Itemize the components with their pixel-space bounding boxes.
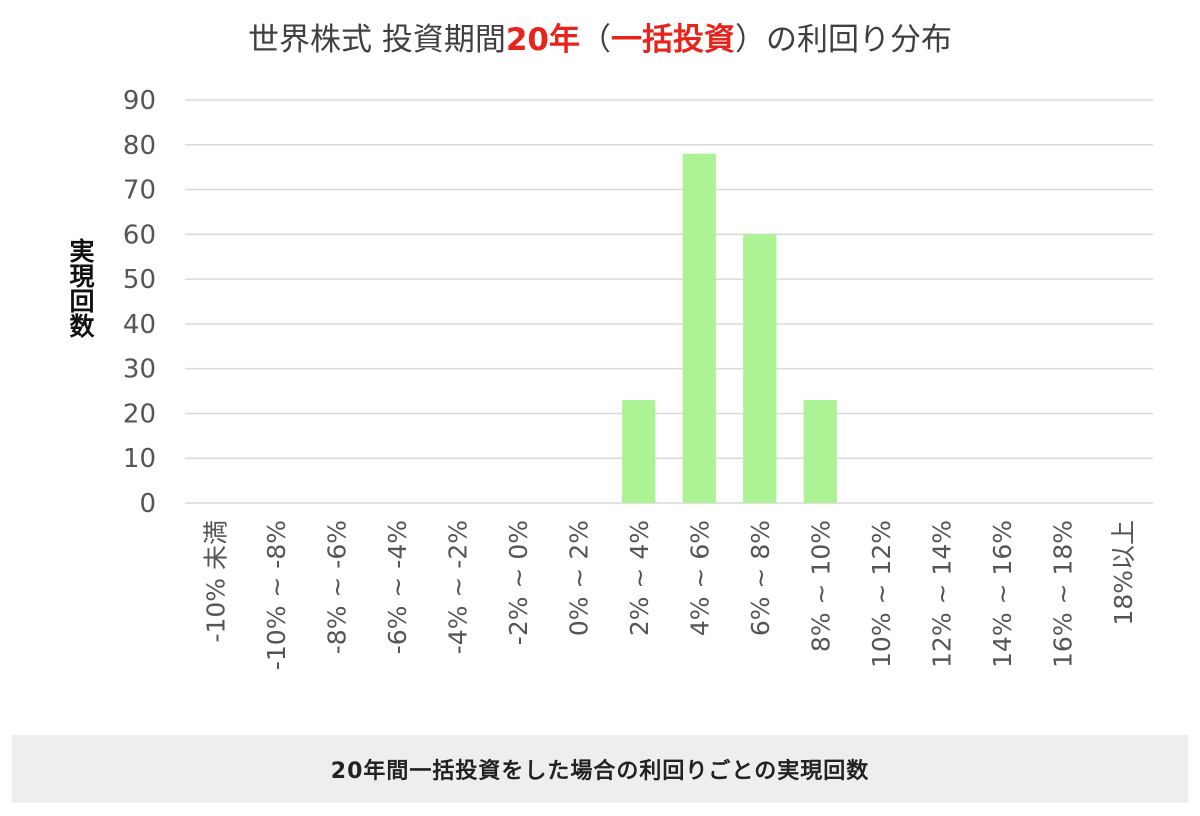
gridlines [185,99,1153,504]
y-tick-label: 90 [123,86,156,116]
y-tick-label: 70 [123,176,156,206]
chart-title-part: （ [580,22,611,58]
chart-title-part: 20年 [505,22,580,58]
x-tick-label: -8% ~ -6% [322,520,351,654]
x-tick-labels: -10% 未満 -10% ~ -8% -8% ~ -6% -6% ~ -4% -4% ~… [201,520,1138,670]
x-tick-label: -10% ~ -8% [262,520,291,670]
chart-title-part: 一括投資 [611,22,735,58]
y-tick-label: 10 [123,444,156,474]
bar [743,234,777,504]
x-tick-label: 18%以上 [1109,520,1138,626]
x-tick-label: 12% ~ 14% [927,520,956,668]
y-tick-label: 40 [123,310,156,340]
x-tick-label: 6% ~ 8% [746,520,775,636]
x-tick-label: 8% ~ 10% [806,520,835,652]
x-tick-label: 4% ~ 6% [685,520,714,636]
bar-chart: 0 10 20 30 40 50 60 70 80 90 -10% 未満 -10% ~ -8% -8%… [123,86,1153,670]
y-tick-label: 50 [123,265,156,295]
x-tick-label: 0% ~ 2% [564,520,593,636]
y-tick-label: 60 [123,220,156,250]
chart-title: 世界株式 投資期間20年（一括投資）の利回り分布 [0,14,1200,59]
chart-title-part: ）の利回り分布 [735,22,952,58]
chart-caption: 20年間一括投資をした場合の利回りごとの実現回数 [330,759,870,784]
bars [622,153,837,504]
y-tick-label: 80 [123,131,156,161]
y-tick-label: 0 [139,489,156,519]
chart-title-part: 世界株式 投資期間 [248,22,506,58]
y-tick-label: 30 [123,355,156,385]
x-tick-label: -6% ~ -4% [383,520,412,654]
x-tick-label: -10% 未満 [201,520,230,643]
x-tick-label: -2% ~ 0% [504,520,533,645]
bar [803,400,837,503]
x-tick-label: 10% ~ 12% [867,520,896,668]
caption-bar: 20年間一括投資をした場合の利回りごとの実現回数 [12,735,1188,803]
x-tick-label: 2% ~ 4% [625,520,654,636]
bar [682,153,716,503]
bar [622,400,656,503]
y-tick-labels: 0 10 20 30 40 50 60 70 80 90 [123,86,156,519]
y-axis-label: 実現回数 [66,238,95,338]
x-tick-label: 14% ~ 16% [988,520,1017,668]
y-tick-label: 20 [123,399,156,429]
x-tick-label: 16% ~ 18% [1048,520,1077,668]
x-tick-label: -4% ~ -2% [443,520,472,654]
